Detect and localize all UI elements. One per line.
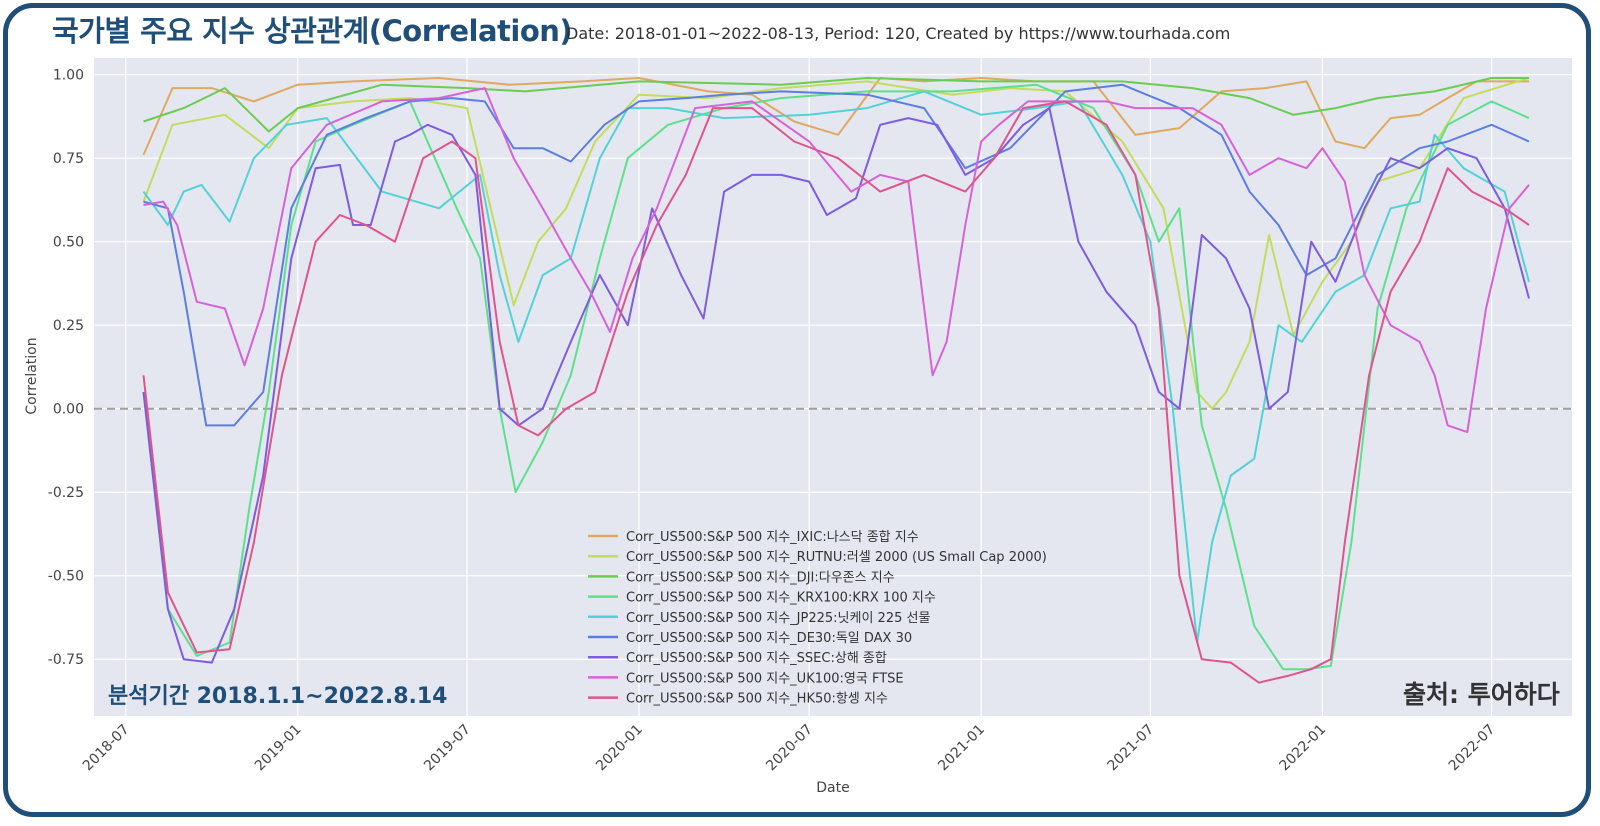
x-tick-label: 2019-07 [421,722,474,775]
legend-label: Corr_US500:S&P 500 지수_UK100:영국 FTSE [626,671,904,686]
series-line-7 [143,87,1530,434]
x-tick-label: 2020-07 [763,722,816,775]
y-tick-labels: 1.00 0.75 0.50 0.25 0.00 -0.25 -0.50 -0.75 [48,68,84,669]
y-tick-label: 0.25 [53,318,84,334]
x-tick-label: 2021-07 [1105,722,1158,775]
y-tick-label: -0.75 [48,652,84,668]
y-axis-label: Correlation [24,337,40,414]
legend-label: Corr_US500:S&P 500 지수_SSEC:상해 종합 [626,651,887,666]
series-lines [142,77,1530,684]
x-tick-label: 2020-01 [593,722,646,775]
series-line-1 [142,77,1530,410]
y-tick-label: 0.50 [53,235,84,251]
y-tick-label: 0.75 [53,151,84,167]
legend: Corr_US500:S&P 500 지수_IXIC:나스닥 종합 지수 Corr… [588,530,1047,707]
chart-subtitle: Date: 2018-01-01~2022-08-13, Period: 120… [566,24,1231,43]
y-tick-label: 1.00 [53,68,84,84]
source-note: 출처: 투어하다 [1403,680,1560,709]
x-tick-label: 2022-01 [1277,722,1330,775]
series-line-4 [142,90,1530,644]
y-tick-label: -0.50 [48,569,84,585]
legend-label: Corr_US500:S&P 500 지수_IXIC:나스닥 종합 지수 [626,530,919,545]
x-tick-labels: 2018-07 2019-01 2019-07 2020-01 2020-07 2021-… [80,722,1498,775]
x-axis-label: Date [816,780,849,796]
y-tick-label: 0.00 [53,402,84,418]
legend-label: Corr_US500:S&P 500 지수_KRX100:KRX 100 지수 [626,591,936,606]
y-tick-label: -0.25 [48,485,84,501]
legend-label: Corr_US500:S&P 500 지수_DE30:독일 DAX 30 [626,631,912,646]
analysis-period-note: 분석기간 2018.1.1~2022.8.14 [108,684,448,709]
series-line-6 [142,107,1530,664]
legend-label: Corr_US500:S&P 500 지수_DJI:다우존스 지수 [626,570,895,585]
x-tick-label: 2018-07 [80,722,133,775]
x-tick-label: 2021-01 [935,722,988,775]
x-tick-label: 2022-07 [1446,722,1499,775]
series-line-0 [142,77,1529,156]
page-title: 국가별 주요 지수 상관관계(Correlation) [52,14,573,48]
series-line-8 [142,100,1530,684]
legend-label: Corr_US500:S&P 500 지수_RUTNU:러셀 2000 (US … [626,550,1047,565]
series-line-2 [143,77,1529,133]
grid-lines [94,58,1572,716]
x-tick-label: 2019-01 [252,722,305,775]
legend-label: Corr_US500:S&P 500 지수_HK50:항셍 지수 [626,692,888,707]
legend-label: Corr_US500:S&P 500 지수_JP225:닛케이 225 선물 [626,611,930,626]
